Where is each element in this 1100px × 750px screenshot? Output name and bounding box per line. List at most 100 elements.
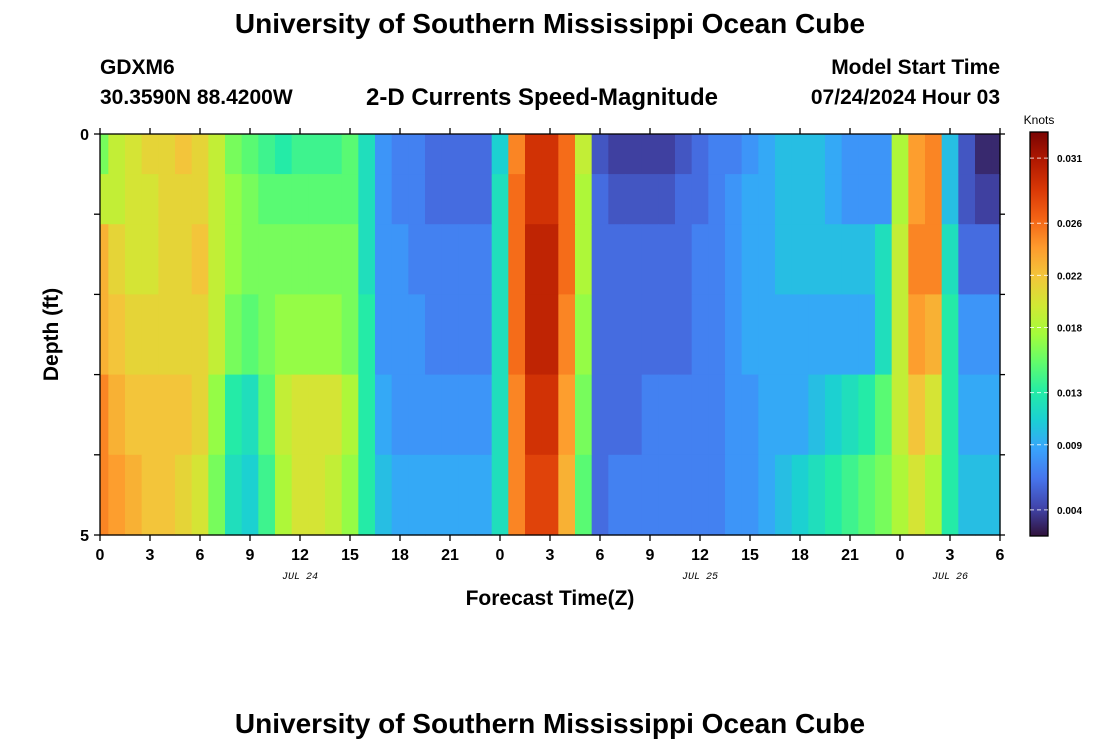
heatmap-cell	[375, 224, 393, 295]
heatmap-cell	[575, 374, 593, 456]
heatmap-cell	[858, 174, 876, 225]
x-tick-label: 0	[896, 547, 905, 564]
colorbar-units-label: Knots	[1024, 113, 1055, 127]
plot-title: 2-D Currents Speed-Magnitude	[366, 84, 719, 111]
heatmap-cell	[408, 224, 426, 295]
station-coordinates: 30.3590N 88.4200W	[100, 86, 293, 109]
heatmap-cell	[191, 224, 209, 295]
heatmap-cell	[308, 224, 326, 295]
heatmap-cell	[558, 224, 576, 295]
heatmap-cell	[441, 374, 459, 456]
heatmap-cell	[475, 224, 493, 295]
heatmap-cell	[925, 224, 943, 295]
heatmap-cell	[175, 454, 193, 536]
heatmap-cell	[975, 134, 993, 175]
heatmap-cell	[758, 174, 776, 225]
heatmap-cell	[658, 294, 676, 376]
heatmap-cell	[708, 294, 726, 376]
heatmap-cell	[100, 224, 109, 295]
heatmap-cell	[808, 134, 826, 175]
heatmap-cell	[591, 134, 609, 175]
heatmap-cell	[258, 224, 276, 295]
heatmap-cell	[675, 294, 693, 376]
heatmap-cell	[691, 224, 709, 295]
heatmap-cell	[208, 294, 226, 376]
heatmap-cell	[875, 374, 893, 456]
heatmap-cell	[158, 374, 176, 456]
x-tick-label: 18	[391, 547, 409, 564]
heatmap-cell	[100, 454, 109, 536]
heatmap-cell	[475, 374, 493, 456]
heatmap-cell	[108, 454, 126, 536]
heatmap-cell	[575, 134, 593, 175]
date-label: JUL 26	[932, 572, 968, 583]
heatmap-cell	[908, 224, 926, 295]
heatmap-cell	[625, 454, 643, 536]
heatmap-cell	[258, 374, 276, 456]
heatmap-cell	[275, 224, 293, 295]
x-tick-label: 9	[646, 547, 655, 564]
heatmap-cell	[575, 294, 593, 376]
heatmap-cell	[108, 224, 126, 295]
heatmap-cell	[341, 174, 359, 225]
heatmap-cell	[425, 294, 443, 376]
heatmap-cell	[391, 174, 409, 225]
heatmap-cell	[258, 454, 276, 536]
heatmap-cell	[491, 174, 509, 225]
heatmap-cell	[841, 174, 859, 225]
heatmap-cell	[791, 224, 809, 295]
heatmap-cell	[508, 374, 526, 456]
y-axis-label: Depth (ft)	[40, 288, 63, 381]
heatmap-cell	[391, 224, 409, 295]
heatmap-cell	[491, 454, 509, 536]
heatmap-cell	[591, 374, 609, 456]
heatmap-cell	[508, 454, 526, 536]
heatmap-cell	[741, 174, 759, 225]
heatmap-cell	[225, 374, 243, 456]
heatmap-cell	[891, 294, 909, 376]
heatmap-cell	[908, 134, 926, 175]
heatmap-cell	[875, 174, 893, 225]
heatmap-cell	[975, 454, 993, 536]
heatmap-cell	[658, 224, 676, 295]
heatmap-cell	[991, 224, 1001, 295]
heatmap-cell	[708, 224, 726, 295]
x-tick-label: 9	[246, 547, 255, 564]
heatmap-cell	[675, 134, 693, 175]
heatmap-cell	[575, 224, 593, 295]
heatmap-cell	[741, 134, 759, 175]
heatmap-cell	[258, 134, 276, 175]
x-tick-label: 12	[691, 547, 709, 564]
heatmap-cell	[291, 374, 309, 456]
heatmap-cell	[675, 374, 693, 456]
heatmap-cell	[625, 294, 643, 376]
heatmap-cell	[525, 174, 543, 225]
heatmap-cell	[641, 174, 659, 225]
heatmap-cell	[541, 294, 559, 376]
heatmap-cell	[841, 454, 859, 536]
heatmap-cell	[941, 134, 959, 175]
heatmap-cell	[658, 374, 676, 456]
heatmap-cell	[525, 294, 543, 376]
page-title: University of Southern Mississippi Ocean…	[234, 8, 866, 39]
heatmap-cell	[141, 134, 159, 175]
heatmap-cell	[341, 294, 359, 376]
heatmap-cell	[625, 224, 643, 295]
model-start-label: Model Start Time	[831, 56, 1000, 79]
heatmap-cell	[558, 174, 576, 225]
chart-axes: 0 3 6 9 12 15 18 21 0 3 6 9 12 15 18 21 0 3 6 JUL 24 JUL 25 J…	[40, 127, 1005, 610]
heatmap-cell	[525, 374, 543, 456]
heatmap-cell	[108, 174, 126, 225]
heatmap-cell	[691, 174, 709, 225]
heatmap-cell	[458, 374, 476, 456]
heatmap-cell	[308, 454, 326, 536]
heatmap-cell	[541, 134, 559, 175]
x-tick-label: 6	[196, 547, 205, 564]
heatmap-cell	[725, 374, 743, 456]
heatmap-cell	[791, 374, 809, 456]
heatmap-cell	[325, 174, 343, 225]
x-tick-label: 3	[546, 547, 555, 564]
heatmap-cell	[441, 224, 459, 295]
heatmap-cell	[975, 374, 993, 456]
heatmap-cell	[475, 454, 493, 536]
